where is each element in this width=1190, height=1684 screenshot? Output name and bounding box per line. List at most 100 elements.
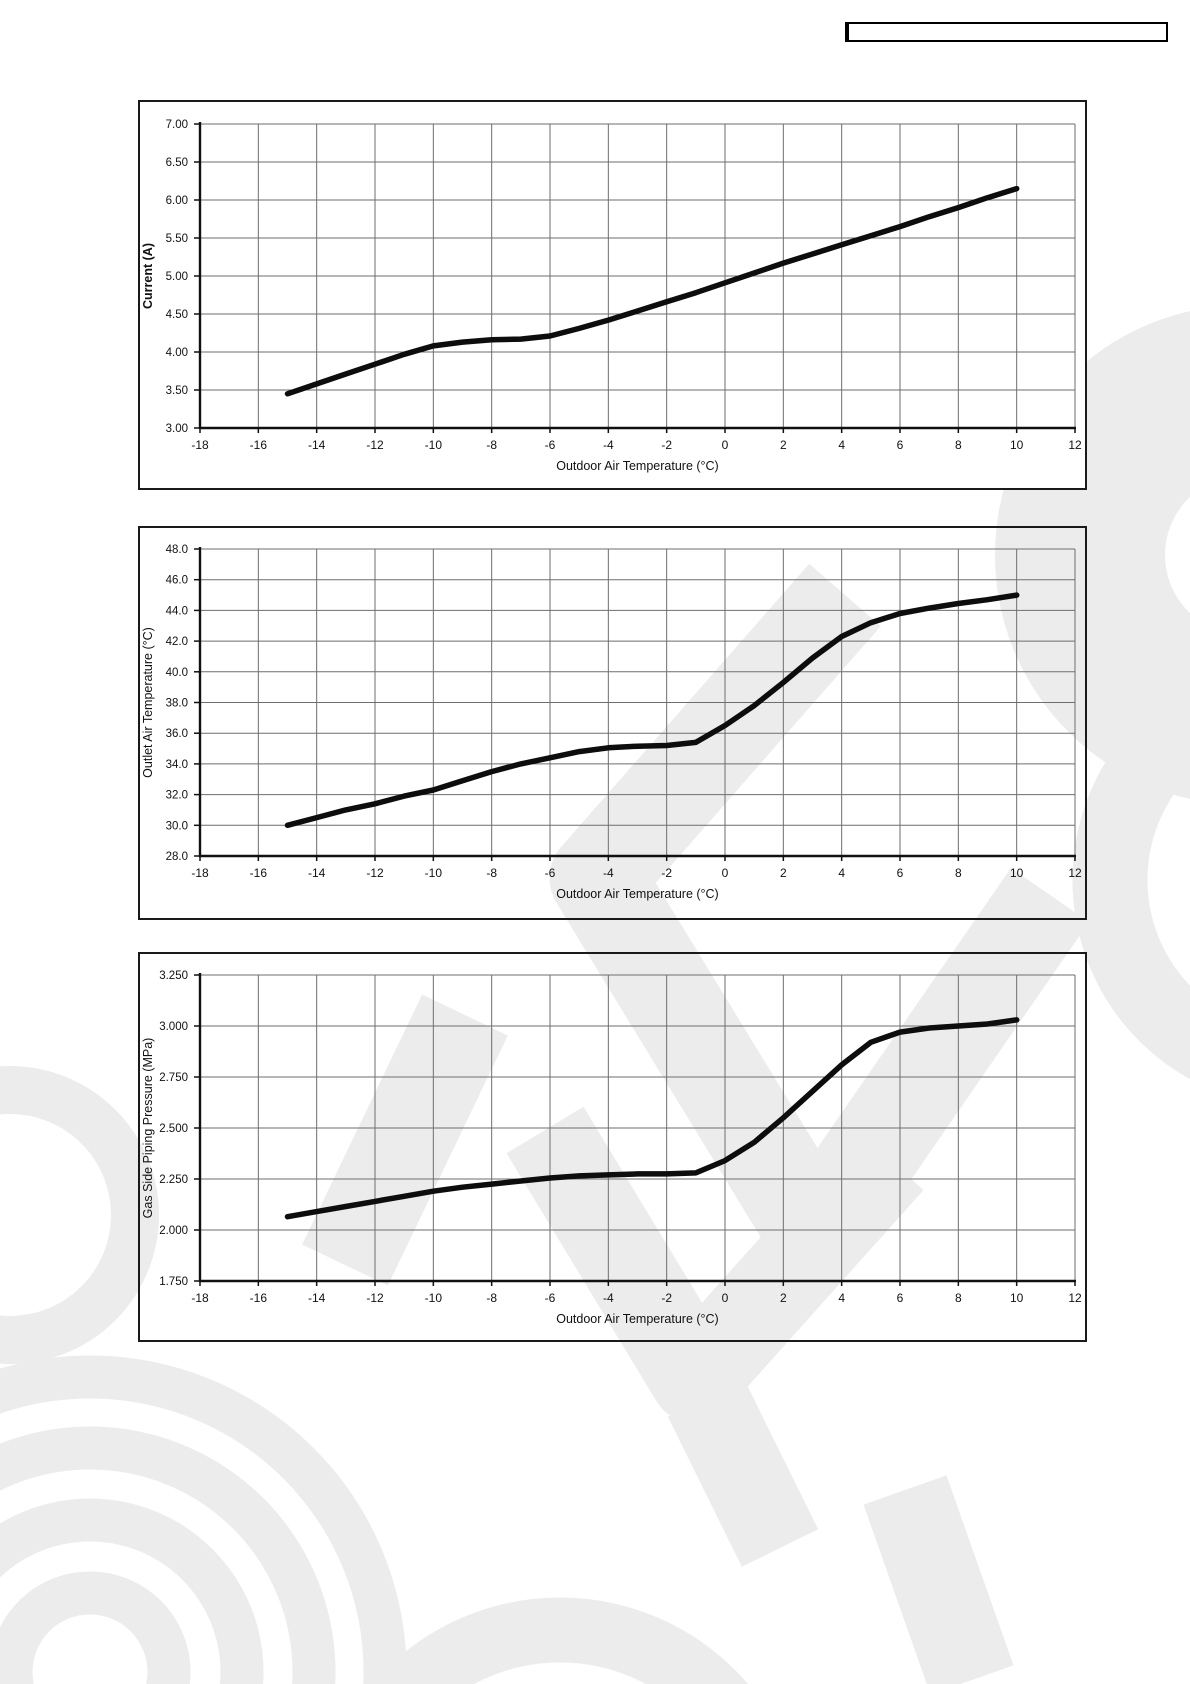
watermark-ring [0,1066,159,1364]
y-axis-title: Current (A) [141,243,155,309]
x-tick-label: -12 [366,866,384,880]
watermark-ring [0,1498,264,1684]
chart-outlet-air-temperature-canvas: -18 -16 -14 -12 -10 -8 -6 -4 -2 0 2 4 6 8 10 12 28.0 30.0… [141,544,1082,901]
chart-gas-side-piping-pressure: -18 -16 -14 -12 -10 -8 -6 -4 -2 0 2 4 6 8 10 12 1.750 2.0… [138,952,1087,1342]
x-tick-label: -4 [603,866,614,880]
x-tick-label: -10 [425,866,443,880]
x-tick-label: 8 [955,1291,962,1305]
x-tick-label: -8 [486,866,497,880]
x-tick-label: 10 [1010,438,1024,452]
y-tick-label: 5.50 [166,233,188,245]
y-tick-label: 2.500 [159,1123,188,1135]
y-tick-label: 3.00 [166,423,188,435]
x-axis-title: Outdoor Air Temperature (°C) [556,1312,718,1326]
x-tick-label: 2 [780,1291,787,1305]
y-tick-label: 38.0 [166,698,188,710]
x-tick-label: 0 [722,438,729,452]
x-tick-label: -6 [545,866,556,880]
x-tick-label: 2 [780,438,787,452]
x-tick-label: -12 [366,438,384,452]
y-tick-label: 7.00 [166,119,188,131]
y-tick-label: 3.000 [159,1021,188,1033]
watermark-stroke [506,1106,924,1423]
x-tick-label: 8 [955,438,962,452]
x-tick-label: 6 [897,1291,904,1305]
x-tick-label: -6 [545,1291,556,1305]
y-tick-label: 3.50 [166,385,188,397]
y-tick-label: 4.00 [166,347,188,359]
x-tick-label: -14 [308,438,326,452]
x-tick-label: -18 [191,866,209,880]
chart-outlet-air-temperature: -18 -16 -14 -12 -10 -8 -6 -4 -2 0 2 4 6 8 10 12 28.0 30.0… [138,526,1087,920]
data-series-line [284,1017,1020,1220]
x-tick-label: -2 [661,866,672,880]
x-tick-label: 4 [838,1291,845,1305]
y-tick-label: 32.0 [166,790,188,802]
x-tick-label: -18 [191,1291,209,1305]
y-axis-title: Outlet Air Temperature (°C) [141,627,155,778]
y-tick-label: 36.0 [166,728,188,740]
y-tick-label: 6.50 [166,157,188,169]
x-tick-label: 12 [1068,866,1082,880]
x-tick-label: -14 [308,866,326,880]
x-tick-label: -8 [486,438,497,452]
x-tick-label: 8 [955,866,962,880]
x-tick-label: -8 [486,1291,497,1305]
watermark-ring [1072,680,1190,1080]
watermark-ring [372,1597,748,1684]
y-tick-label: 34.0 [166,759,188,771]
x-tick-label: 12 [1068,1291,1082,1305]
x-tick-label: -2 [661,438,672,452]
x-tick-label: -18 [191,438,209,452]
watermark-stroke [667,1379,819,1567]
watermark-stroke [549,563,1090,1283]
y-tick-label: 44.0 [166,605,188,617]
x-tick-label: 0 [722,866,729,880]
x-tick-label: 2 [780,866,787,880]
x-tick-label: 4 [838,438,845,452]
x-tick-label: -16 [250,1291,268,1305]
chart-current-canvas: -18 -16 -14 -12 -10 -8 -6 -4 -2 0 2 4 6 8 10 12 3.00 3.50… [141,119,1082,473]
x-tick-label: 10 [1010,866,1024,880]
watermark-ring [995,311,1190,799]
data-series-line [284,592,1020,829]
y-axis-title: Gas Side Piping Pressure (MPa) [141,1038,155,1219]
y-tick-label: 3.250 [159,970,188,982]
watermark-ring [0,1571,191,1684]
y-tick-label: 40.0 [166,667,188,679]
x-tick-label: 10 [1010,1291,1024,1305]
watermark-stroke [863,1475,1014,1684]
y-tick-label: 2.750 [159,1072,188,1084]
watermark-stroke [302,994,508,1286]
x-tick-label: -16 [250,866,268,880]
y-tick-label: 6.00 [166,195,188,207]
y-tick-label: 46.0 [166,575,188,587]
y-tick-label: 28.0 [166,851,188,863]
x-tick-label: 4 [838,866,845,880]
x-tick-label: -4 [603,1291,614,1305]
x-axis-title: Outdoor Air Temperature (°C) [556,887,718,901]
x-tick-label: 0 [722,1291,729,1305]
x-tick-label: 12 [1068,438,1082,452]
y-tick-label: 2.250 [159,1174,188,1186]
chart-gas-side-piping-pressure-canvas: -18 -16 -14 -12 -10 -8 -6 -4 -2 0 2 4 6 8 10 12 1.750 2.0… [141,970,1082,1326]
x-tick-label: -6 [545,438,556,452]
x-tick-label: 6 [897,438,904,452]
data-series-line [284,185,1020,397]
y-tick-label: 30.0 [166,820,188,832]
x-tick-label: 6 [897,866,904,880]
x-tick-label: -12 [366,1291,384,1305]
y-tick-label: 1.750 [159,1276,188,1288]
y-tick-label: 5.00 [166,271,188,283]
y-tick-label: 2.000 [159,1225,188,1237]
x-tick-label: -10 [425,438,443,452]
x-tick-label: -2 [661,1291,672,1305]
x-axis-title: Outdoor Air Temperature (°C) [556,459,718,473]
watermark-ring [0,1426,336,1684]
model-name-box [845,22,1168,42]
y-tick-label: 48.0 [166,544,188,556]
chart-current: -18 -16 -14 -12 -10 -8 -6 -4 -2 0 2 4 6 8 10 12 3.00 3.50… [138,100,1087,490]
y-tick-label: 4.50 [166,309,188,321]
